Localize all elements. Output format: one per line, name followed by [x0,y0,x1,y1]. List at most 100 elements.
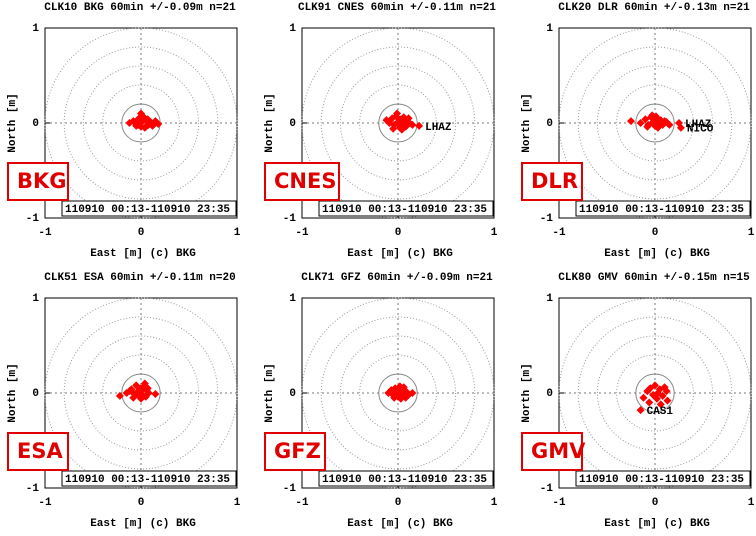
x-tick-label: 1 [234,497,241,509]
y-axis-label: North [m] [264,93,276,152]
badge-box [7,162,69,201]
y-axis-label: North [m] [264,363,276,422]
data-point [148,121,157,130]
x-tick-label: 1 [748,497,755,509]
data-point [404,390,413,399]
x-tick-label: 0 [138,497,145,509]
range-circle [102,84,180,162]
badge: DLR [531,169,578,193]
badge: CNES [274,169,336,193]
y-tick-label: 0 [32,388,39,400]
data-point [656,400,665,409]
y-tick-label: 1 [546,23,553,35]
chart-title: CLK10 BKG 60min +/-0.09m n=21 [44,2,236,14]
period-box [318,200,494,217]
data-point [643,122,652,131]
data-point [655,119,664,128]
x-tick-label: -1 [295,497,309,509]
x-tick-label: -1 [38,497,52,509]
data-point [143,384,152,393]
x-tick-label: -1 [295,227,309,239]
y-tick-label: 1 [289,23,296,35]
badge-box [264,162,340,201]
period-box [318,470,494,487]
point-label: CAS1 [647,406,674,418]
period: 110910 00:13-110910 23:35 [322,474,487,486]
data-point [399,113,408,122]
range-circle [102,354,180,432]
period: 110910 00:13-110910 23:35 [579,204,744,216]
range-circle [63,316,219,470]
y-axis-label: North [m] [7,93,19,152]
x-tick-label: -1 [552,497,566,509]
x-tick-label: -1 [552,227,566,239]
data-point [415,121,424,130]
x-tick-label: 1 [491,497,498,509]
data-point [658,391,667,400]
x-axis-label: East [m] (c) BKG [604,248,710,260]
badge: BKG [17,169,67,193]
data-point [137,394,145,403]
x-tick-label: 0 [652,227,659,239]
data-point [389,124,398,133]
point-label: LHAZ [685,119,712,131]
data-point [393,109,402,118]
data-point [663,396,672,405]
data-point [636,406,645,415]
data-point [143,115,152,124]
x-axis-label: East [m] (c) BKG [90,518,196,530]
badge-box [264,432,326,471]
y-tick-label: 0 [289,118,296,130]
badge-box [521,162,583,201]
chart-title: CLK80 GMV 60min +/-0.15m n=15 [558,272,750,284]
data-point [396,394,405,403]
data-point [651,112,660,121]
data-point [151,389,160,398]
y-tick-label: -1 [540,483,554,495]
x-tick-label: 1 [748,227,755,239]
range-circle [616,84,694,162]
x-axis-label: East [m] (c) BKG [347,248,453,260]
y-tick-label: 0 [546,118,553,130]
x-axis-label: East [m] (c) BKG [90,248,196,260]
data-point [122,389,131,397]
period-box [575,200,751,217]
range-circle [82,335,200,451]
data-point [662,387,671,396]
range-circle [577,46,733,200]
data-point [665,120,674,129]
y-tick-label: 0 [32,118,39,130]
y-tick-label: -1 [283,483,297,495]
chart-title: CLK51 ESA 60min +/-0.11m n=20 [44,272,235,284]
y-tick-label: 1 [32,23,39,35]
y-axis-label: North [m] [521,363,533,422]
y-tick-label: -1 [540,213,554,225]
x-axis-label: East [m] (c) BKG [347,518,453,530]
badge: ESA [17,439,63,463]
range-circle [596,65,714,181]
badge: GFZ [274,439,321,463]
range-circle [596,335,714,451]
range-circle [320,46,476,200]
data-point [399,383,408,392]
point-label: NICO [687,124,714,136]
period-box [575,470,751,487]
badge: GMV [531,439,586,463]
y-tick-label: -1 [26,483,40,495]
point-label: LHAZ [425,122,452,134]
range-circle [577,316,733,470]
data-point [394,388,402,397]
data-point [125,387,134,396]
x-tick-label: 1 [234,227,241,239]
data-point [652,394,661,403]
range-circle [320,316,476,470]
range-circle [63,46,219,200]
badge-box [7,432,69,471]
y-tick-label: -1 [283,213,297,225]
range-circle [616,354,694,432]
y-tick-label: 1 [546,293,553,305]
data-point [408,120,417,129]
data-point [136,119,145,127]
